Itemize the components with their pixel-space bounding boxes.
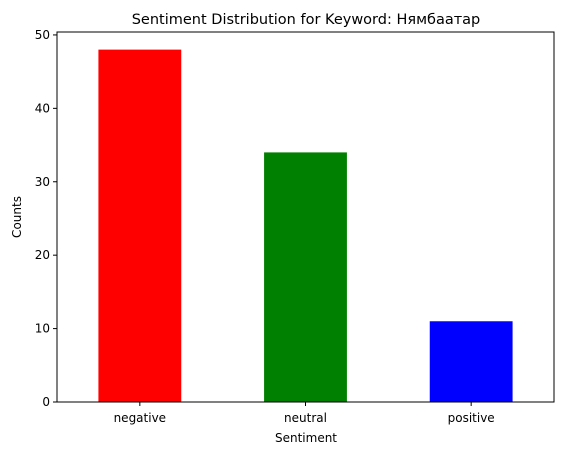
x-axis-ticks: negative neutral positive: [114, 402, 495, 425]
y-tick-label: 0: [42, 395, 50, 409]
x-tick-label: positive: [448, 411, 495, 425]
chart-title: Sentiment Distribution for Keyword: Нямб…: [132, 12, 481, 28]
y-axis-label: Counts: [10, 196, 24, 238]
bar-negative: [98, 49, 182, 403]
y-tick-label: 50: [35, 28, 50, 42]
bar-positive: [429, 321, 513, 402]
y-axis-ticks: 0 10 20 30 40 50: [35, 28, 57, 409]
x-tick-label: neutral: [284, 411, 327, 425]
x-axis-label: Sentiment: [275, 431, 337, 445]
y-tick-label: 20: [35, 248, 50, 262]
bar-neutral: [264, 152, 347, 402]
y-tick-label: 40: [35, 101, 50, 115]
bars-group: [98, 49, 513, 403]
y-tick-label: 30: [35, 175, 50, 189]
y-tick-label: 10: [35, 322, 50, 336]
x-tick-label: negative: [114, 411, 166, 425]
